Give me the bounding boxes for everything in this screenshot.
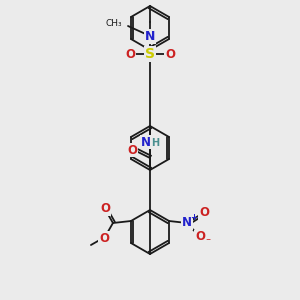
Text: ⁻: ⁻ (206, 237, 211, 247)
Text: N: N (141, 136, 151, 148)
Text: O: O (165, 47, 175, 61)
Text: O: O (127, 143, 137, 157)
Text: O: O (100, 202, 110, 215)
Text: N: N (145, 29, 155, 43)
Text: O: O (99, 232, 109, 244)
Text: H: H (151, 138, 159, 148)
Text: N: N (182, 217, 192, 230)
Text: O: O (199, 206, 209, 220)
Text: O: O (195, 230, 205, 244)
Text: S: S (145, 47, 155, 61)
Text: O: O (125, 47, 135, 61)
Text: +: + (190, 214, 198, 223)
Text: CH₃: CH₃ (105, 20, 122, 28)
